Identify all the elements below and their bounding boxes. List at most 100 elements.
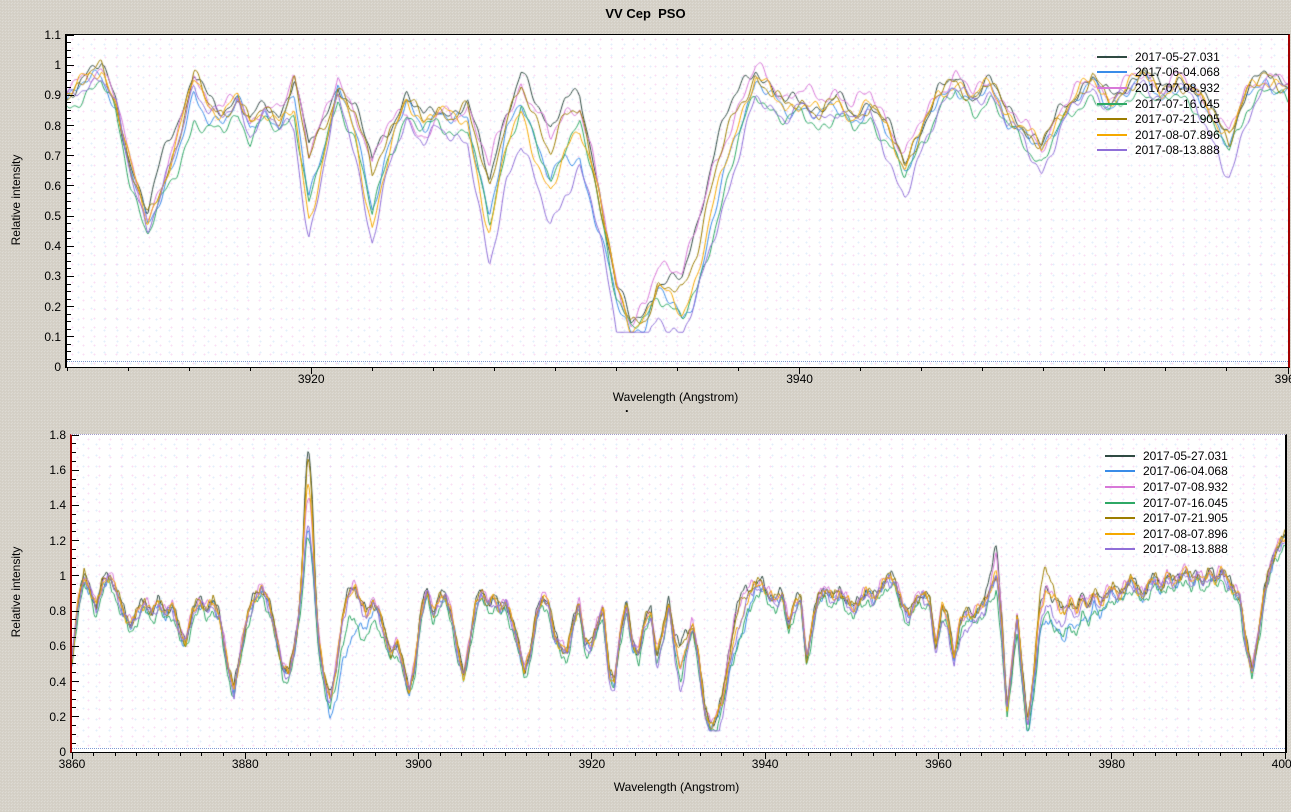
y-tick-label: 0.7 (44, 148, 61, 163)
x-minor-tick (742, 753, 744, 756)
zero-reference-line (72, 748, 1285, 750)
legend-item-label: 2017-08-13.888 (1143, 542, 1228, 557)
y-minor-tick (72, 663, 76, 665)
x-tick-label: 3920 (297, 372, 325, 386)
x-minor-tick (93, 753, 95, 756)
y-minor-tick (72, 672, 76, 674)
legend-item-label: 2017-07-16.045 (1135, 96, 1220, 111)
y-major-tick (67, 64, 74, 66)
x-tick-label: 3880 (231, 757, 259, 771)
x-minor-tick (1154, 753, 1156, 756)
y-axis-title-bottom: Relative intensity (9, 546, 23, 638)
legend-line-swatch (1105, 485, 1135, 488)
x-minor-tick (526, 753, 528, 756)
y-major-tick (67, 366, 74, 368)
x-major-tick (799, 368, 801, 374)
y-tick-label: 0.8 (49, 604, 66, 619)
x-minor-tick (1176, 753, 1178, 756)
y-tick-label: 0.4 (49, 674, 66, 689)
legend-line-swatch (1097, 149, 1127, 152)
legend-item: 2017-06-04.068 (1105, 464, 1228, 480)
y-minor-tick (67, 170, 71, 172)
x-tick-label: 3900 (405, 757, 432, 771)
x-minor-tick (483, 753, 485, 756)
x-major-tick (418, 753, 420, 759)
zero-reference-line (67, 360, 1288, 362)
y-minor-tick (67, 200, 71, 202)
x-major-tick (1284, 753, 1286, 759)
x-minor-tick (894, 753, 896, 756)
x-minor-tick (721, 753, 723, 756)
x-minor-tick (223, 753, 225, 756)
x-minor-tick (249, 368, 251, 371)
x-minor-tick (677, 368, 678, 371)
y-minor-tick (67, 162, 71, 164)
x-minor-tick (266, 753, 268, 756)
y-major-tick (67, 336, 74, 338)
x-minor-tick (461, 753, 463, 756)
x-minor-tick (439, 753, 441, 756)
y-major-tick (67, 215, 74, 217)
bottom-plot-canvas (72, 435, 1285, 752)
y-minor-tick (67, 321, 71, 323)
legend-item: 2017-06-04.068 (1097, 65, 1220, 81)
y-minor-tick (72, 443, 76, 445)
x-major-tick (764, 753, 766, 759)
legend-item-label: 2017-08-07.896 (1135, 127, 1220, 142)
y-minor-tick (67, 42, 71, 44)
y-minor-tick (72, 593, 76, 594)
y-major-tick (72, 540, 79, 542)
y-major-tick (72, 610, 79, 612)
y-minor-tick (72, 513, 76, 515)
y-tick-label: 0.2 (44, 299, 61, 314)
legend-line-swatch (1097, 86, 1127, 89)
y-major-tick (72, 469, 79, 471)
x-minor-tick (371, 368, 373, 371)
x-minor-tick (1226, 368, 1228, 371)
y-minor-tick (72, 707, 76, 709)
x-minor-tick (1024, 753, 1026, 756)
y-minor-tick (67, 351, 71, 353)
x-minor-tick (981, 753, 983, 756)
legend-item-label: 2017-05-27.031 (1143, 448, 1228, 463)
y-tick-label: 1 (54, 58, 61, 73)
y-minor-tick (72, 487, 76, 489)
y-major-tick (67, 155, 74, 157)
y-minor-tick (72, 619, 76, 621)
y-minor-tick (67, 328, 71, 330)
legend-item: 2017-08-07.896 (1105, 526, 1228, 542)
y-minor-tick (67, 87, 71, 89)
y-minor-tick (72, 522, 76, 524)
y-minor-tick (67, 291, 71, 293)
legend-top: 2017-05-27.031 2017-06-04.068 2017-07-08.9… (1097, 49, 1220, 158)
stray-dot: . (625, 400, 629, 415)
y-major-tick (72, 681, 79, 683)
x-minor-tick (959, 753, 961, 756)
legend-bottom: 2017-05-27.031 2017-06-04.068 2017-07-08.9… (1105, 448, 1228, 557)
x-minor-tick (569, 753, 571, 756)
x-axis-title-bottom: Wavelength (Angstrom) (613, 780, 740, 794)
legend-item-label: 2017-05-27.031 (1135, 49, 1220, 64)
x-minor-tick (1219, 753, 1221, 756)
y-tick-label: 1 (59, 568, 66, 583)
x-minor-tick (1067, 753, 1069, 756)
x-major-tick (244, 753, 246, 759)
legend-line-swatch (1097, 133, 1127, 136)
legend-line-swatch (1105, 501, 1135, 504)
legend-item: 2017-05-27.031 (1097, 49, 1220, 65)
y-minor-tick (67, 147, 71, 149)
y-minor-tick (72, 548, 76, 550)
y-tick-label: 1.6 (49, 463, 66, 478)
x-minor-tick (493, 368, 495, 371)
y-minor-tick (67, 192, 71, 194)
page-title: VV Cep PSO (605, 6, 686, 21)
x-minor-tick (1132, 753, 1134, 756)
y-tick-label: 0.4 (44, 239, 61, 254)
x-tick-label: 3920 (578, 757, 606, 771)
x-tick-label: 3980 (1098, 757, 1126, 771)
y-minor-tick (67, 140, 71, 142)
y-minor-tick (67, 260, 71, 262)
x-minor-tick (699, 753, 701, 756)
x-major-tick (1111, 753, 1113, 759)
